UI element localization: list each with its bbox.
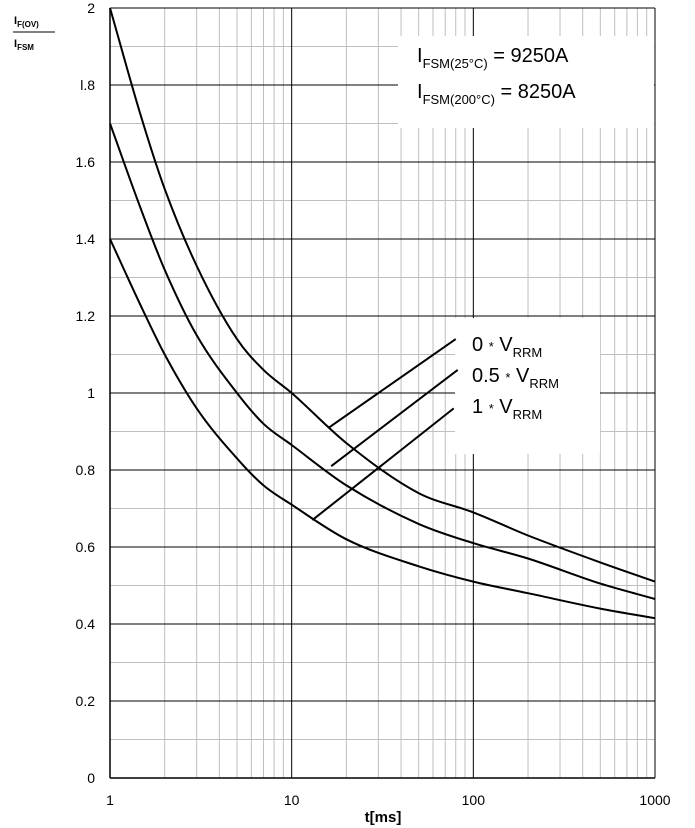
curve-label-0: 0 * VRRM bbox=[472, 334, 542, 360]
curve-label-mul: * bbox=[489, 401, 494, 416]
series-group bbox=[109, 7, 656, 620]
ifsm-annotation: IFSM(200°C) = 8250A bbox=[417, 81, 576, 107]
y-tick-label: 0.8 bbox=[76, 462, 96, 478]
y-tick-label: 1.6 bbox=[76, 154, 96, 170]
x-axis-title: t[ms] bbox=[365, 809, 402, 826]
ifsm-annotation: IFSM(25°C) = 9250A bbox=[417, 45, 569, 71]
curve-label-mul: * bbox=[489, 339, 494, 354]
y-tick-label: 0.4 bbox=[76, 616, 96, 632]
y-tick-label: 0.6 bbox=[76, 539, 96, 555]
curve-label-1: 0.5 * VRRM bbox=[472, 365, 559, 391]
axes bbox=[109, 8, 655, 779]
y-label-den-main: I bbox=[14, 38, 17, 50]
ifsm-sub: FSM(25°C) bbox=[423, 56, 488, 71]
x-tick-label: 100 bbox=[462, 792, 486, 808]
curve-label-main: V bbox=[494, 334, 514, 356]
y-tick-label: l.8 bbox=[80, 77, 95, 93]
x-tick-label: 10 bbox=[284, 792, 300, 808]
leader-line-2 bbox=[311, 407, 455, 521]
y-tick-label: 0.2 bbox=[76, 693, 96, 709]
x-tick-label: 1 bbox=[106, 792, 114, 808]
curve-label-main: V bbox=[510, 365, 530, 387]
y-label-den-sub: FSM bbox=[17, 43, 34, 52]
curve-label-main: V bbox=[494, 396, 514, 418]
ifsm-value: = 8250A bbox=[495, 81, 576, 103]
annotation-box bbox=[398, 36, 654, 128]
y-label-num-main: I bbox=[14, 15, 17, 27]
ifsm-main: I bbox=[417, 81, 423, 103]
curve-label-prefix: 0 bbox=[472, 334, 489, 356]
y-axis-label-numerator: IF(OV) bbox=[14, 15, 39, 29]
y-tick-label: 1.4 bbox=[76, 231, 96, 247]
y-axis-label-denominator: IFSM bbox=[14, 38, 34, 52]
annotation-background bbox=[398, 36, 654, 454]
ifsm-value: = 9250A bbox=[488, 45, 569, 67]
y-tick-label: 1.2 bbox=[76, 308, 96, 324]
curve-label-prefix: 1 bbox=[472, 396, 489, 418]
ifsm-main: I bbox=[417, 45, 423, 67]
y-tick-label: 2 bbox=[87, 0, 95, 16]
curve-label-box bbox=[455, 318, 600, 454]
curve-label-2: 1 * VRRM bbox=[472, 396, 542, 422]
series-line-0 bbox=[109, 7, 656, 583]
y-tick-label: 0 bbox=[87, 770, 95, 786]
curve-label-sub: RRM bbox=[513, 345, 543, 360]
leader-lines bbox=[311, 338, 459, 521]
y-label-num-sub: F(OV) bbox=[17, 20, 39, 29]
x-tick-label: 1000 bbox=[639, 792, 670, 808]
curve-label-sub: RRM bbox=[529, 376, 559, 391]
curve-label-sub: RRM bbox=[513, 407, 543, 422]
curve-label-prefix: 0.5 bbox=[472, 365, 505, 387]
labels: 00.20.40.60.811.21.41.6l.821 10 100 1000t[m… bbox=[13, 0, 671, 826]
ifsm-sub: FSM(200°C) bbox=[423, 92, 495, 107]
leader-line-0 bbox=[328, 338, 457, 429]
y-tick-label: 1 bbox=[87, 385, 95, 401]
leader-line-1 bbox=[330, 369, 459, 467]
series-line-2 bbox=[109, 238, 656, 620]
curve-label-mul: * bbox=[505, 370, 510, 385]
series-line-1 bbox=[109, 123, 656, 600]
